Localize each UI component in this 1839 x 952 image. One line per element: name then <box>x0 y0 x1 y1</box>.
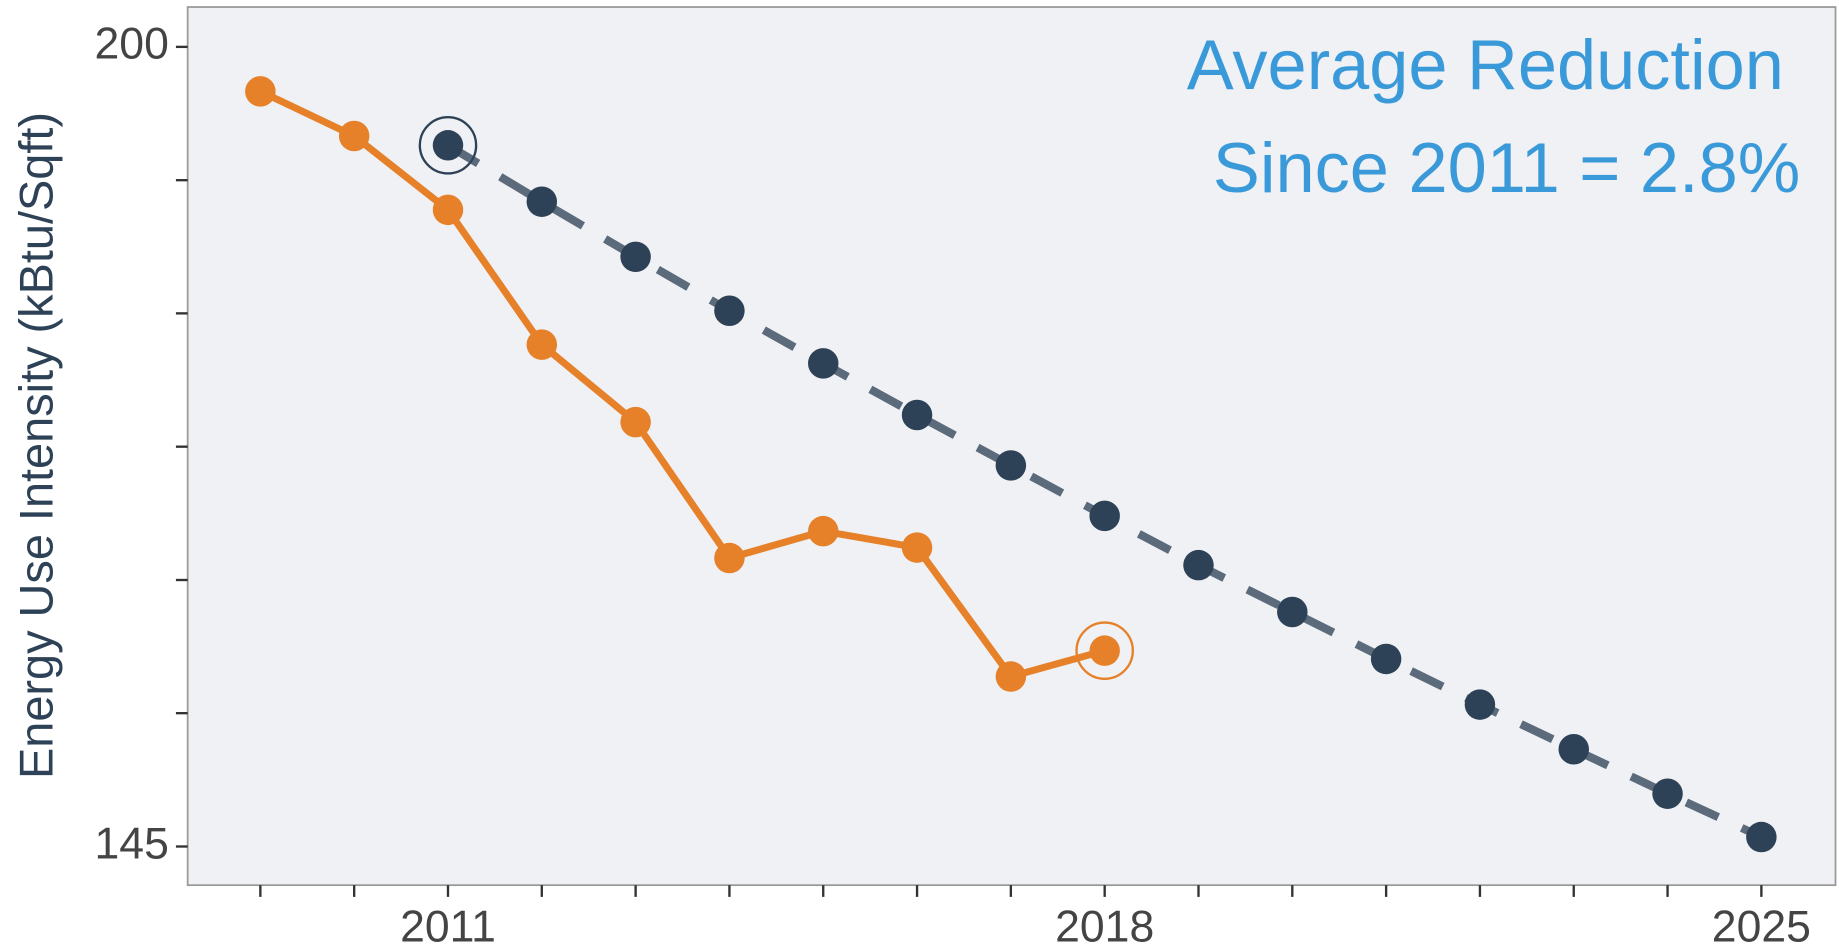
x-tick-label: 2011 <box>400 902 496 951</box>
annotation: Average Reduction <box>1187 25 1784 104</box>
point <box>1089 500 1120 532</box>
series-line <box>258 88 1106 681</box>
point <box>338 120 370 152</box>
y-tick-label: 145 <box>95 819 169 868</box>
point <box>1277 596 1308 628</box>
point <box>995 450 1027 481</box>
point <box>807 348 839 379</box>
point <box>807 515 839 547</box>
point <box>1558 733 1589 765</box>
point <box>526 186 558 217</box>
point <box>1464 689 1496 720</box>
point <box>1183 549 1214 581</box>
point <box>620 241 651 273</box>
point <box>901 399 933 431</box>
annotation: Since 2011 = 2.8% <box>1213 128 1800 207</box>
y-axis-label: Energy Use Intensity (kBtu/Sqft) <box>10 112 62 779</box>
x-tick-label: 2025 <box>1712 902 1811 951</box>
point <box>1746 821 1777 853</box>
point <box>432 194 464 226</box>
point <box>1652 778 1683 809</box>
point <box>1089 635 1120 666</box>
y-tick-label: 200 <box>95 20 169 69</box>
x-tick-label: 2018 <box>1055 902 1154 951</box>
point <box>995 661 1027 692</box>
point <box>432 130 464 161</box>
point <box>714 542 745 574</box>
point <box>901 532 933 563</box>
point <box>245 76 276 107</box>
highlight-ring <box>1075 621 1134 680</box>
point <box>714 295 745 326</box>
point <box>1370 643 1402 675</box>
point <box>620 406 651 438</box>
point <box>526 329 558 360</box>
highlight-ring <box>418 115 478 175</box>
